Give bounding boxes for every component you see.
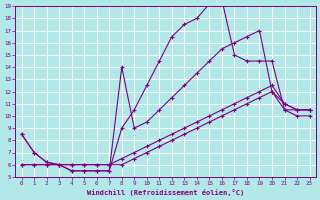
X-axis label: Windchill (Refroidissement éolien,°C): Windchill (Refroidissement éolien,°C) [87,189,244,196]
